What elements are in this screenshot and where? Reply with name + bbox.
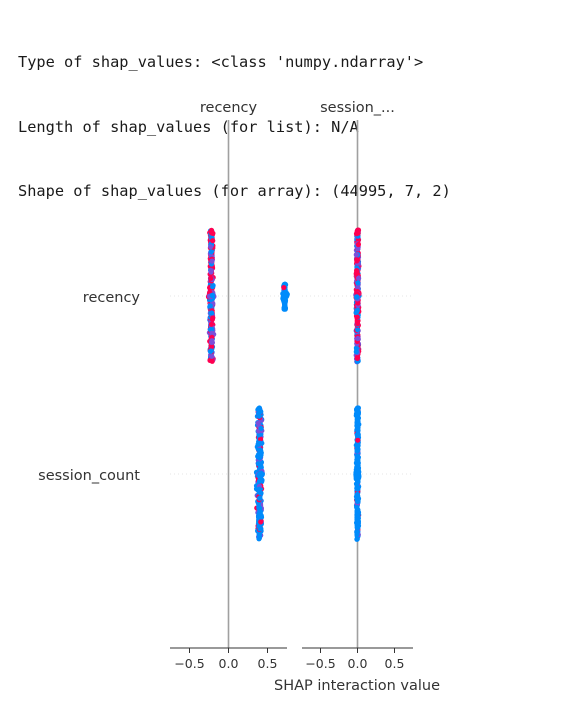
data-point	[256, 413, 262, 419]
data-point	[354, 432, 360, 438]
axes	[170, 647, 413, 653]
data-point	[281, 285, 287, 291]
data-point	[353, 252, 359, 258]
data-point	[355, 498, 361, 504]
data-point	[282, 303, 288, 309]
row-label-recency: recency	[83, 290, 141, 306]
data-point	[354, 355, 360, 361]
data-point	[209, 258, 215, 264]
data-point	[354, 536, 360, 542]
data-point	[354, 512, 361, 518]
data-point	[209, 344, 215, 350]
data-point	[210, 238, 216, 244]
console-output: Type of shap_values: <class 'numpy.ndarr…	[18, 9, 451, 224]
data-point	[355, 409, 361, 415]
data-point	[281, 291, 288, 298]
data-point	[257, 408, 263, 414]
data-point	[209, 326, 215, 333]
labels: recency session_count recency −0.5 0.0 0.5 ses…	[38, 100, 440, 694]
data-point	[209, 339, 215, 345]
data-point	[354, 508, 360, 514]
data-point	[209, 292, 216, 299]
data-point	[353, 294, 360, 300]
x-tick-label: −0.5	[174, 656, 204, 671]
data-point	[256, 486, 262, 492]
data-point	[354, 258, 360, 264]
data-point	[353, 349, 359, 355]
data-point	[355, 246, 361, 252]
data-point	[355, 321, 361, 327]
x-tick-label: 0.0	[348, 656, 368, 671]
data-point	[257, 526, 263, 532]
x-tick-label: 0.0	[219, 656, 239, 671]
data-point	[354, 473, 361, 480]
data-point	[353, 271, 359, 277]
data-point	[355, 454, 361, 460]
console-line: Shape of shap_values (for array): (44995…	[18, 182, 451, 200]
x-axis-label: SHAP interaction value	[274, 678, 440, 694]
data-point	[256, 471, 263, 478]
data-point	[355, 486, 361, 492]
data-point	[258, 519, 264, 525]
data-point	[353, 309, 360, 315]
data-point	[207, 303, 213, 309]
data-points	[205, 227, 362, 542]
data-point	[208, 321, 214, 327]
data-point	[354, 481, 360, 487]
panel-title-0: recency	[200, 100, 258, 116]
data-point	[355, 237, 361, 243]
data-point	[354, 416, 360, 422]
data-point	[257, 495, 263, 501]
data-point	[208, 275, 214, 281]
data-point	[356, 275, 362, 281]
data-point	[209, 330, 215, 336]
data-point	[354, 423, 360, 429]
data-point	[208, 244, 214, 250]
x-tick-label: −0.5	[305, 656, 335, 671]
x-tick-label: 0.5	[258, 656, 278, 671]
data-point	[256, 455, 263, 461]
data-point	[209, 310, 215, 316]
x-tick-label: 0.5	[385, 656, 405, 671]
data-point	[256, 432, 262, 438]
data-point	[354, 314, 360, 320]
panel-title-1: session_...	[320, 100, 395, 116]
data-point	[258, 436, 264, 442]
zero-lines	[227, 120, 359, 648]
data-point	[256, 440, 262, 447]
data-point	[354, 524, 361, 531]
data-point	[256, 533, 262, 539]
data-point	[208, 269, 214, 275]
data-point	[208, 249, 214, 255]
data-point	[209, 316, 215, 322]
data-point	[355, 230, 361, 236]
data-point	[355, 280, 361, 286]
data-point	[354, 446, 360, 452]
data-point	[353, 345, 359, 351]
console-line: Length of shap_values (for list): N/A	[18, 117, 359, 136]
data-point	[354, 491, 360, 497]
data-point	[258, 425, 264, 431]
row-guides	[170, 295, 413, 475]
data-point	[355, 327, 361, 333]
data-point	[256, 511, 262, 517]
data-point	[208, 230, 215, 236]
data-point	[355, 437, 361, 443]
data-point	[255, 461, 261, 467]
data-point	[354, 529, 360, 535]
data-point	[207, 348, 213, 354]
data-point	[355, 241, 361, 248]
data-point	[210, 284, 216, 290]
data-point	[355, 335, 361, 342]
row-label-session-count: session_count	[38, 468, 140, 484]
data-point	[209, 353, 215, 359]
console-line: Type of shap_values: <class 'numpy.ndarr…	[18, 53, 424, 71]
